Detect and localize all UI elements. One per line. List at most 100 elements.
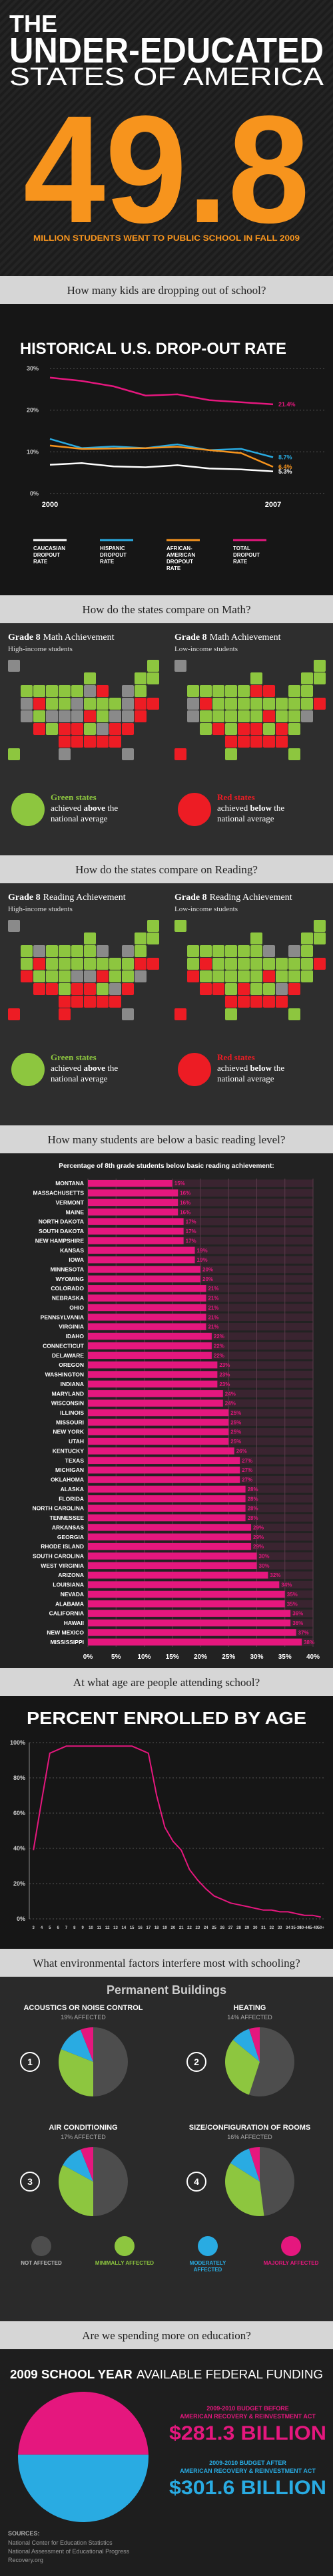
x-tick-label: 32 xyxy=(269,1926,274,1930)
state-tile xyxy=(147,932,159,944)
state-tile xyxy=(238,710,250,722)
data-line xyxy=(33,1745,322,1918)
state-tile xyxy=(174,748,186,760)
state-tile xyxy=(263,983,275,995)
state-tile xyxy=(122,723,134,735)
category-label: COLORADO xyxy=(51,1285,84,1292)
badge-number: 3 xyxy=(27,2176,33,2187)
state-tile xyxy=(84,970,96,982)
legend-pre: achieved xyxy=(217,803,248,813)
state-tile xyxy=(84,685,96,697)
state-tile xyxy=(71,710,83,722)
chart-title: PERCENT ENROLLED BY AGE xyxy=(27,1708,306,1728)
category-label: OHIO xyxy=(69,1304,84,1311)
state-tile xyxy=(71,945,83,957)
state-tile xyxy=(276,736,288,748)
pie-slice xyxy=(230,2148,260,2182)
state-tile xyxy=(84,723,96,735)
state-tile xyxy=(250,698,262,710)
x-tick-label: 3 xyxy=(32,1926,35,1930)
state-tile xyxy=(97,983,109,995)
category-label: PENNSYLVANIA xyxy=(41,1314,84,1320)
state-tile xyxy=(33,685,45,697)
pie-slice xyxy=(93,2147,128,2216)
bar xyxy=(88,1476,240,1483)
pie-slice xyxy=(63,2149,93,2182)
bar xyxy=(88,1485,246,1493)
state-tile xyxy=(187,685,199,697)
value-label: 22% xyxy=(214,1343,224,1349)
badge-number: 4 xyxy=(194,2176,199,2187)
state-tile xyxy=(109,970,121,982)
question-bar xyxy=(0,1949,333,1977)
bar xyxy=(88,1266,200,1273)
state-tile xyxy=(97,723,109,735)
funding-label-2: AMERICAN RECOVERY & REINVESTMENT ACT xyxy=(180,2468,316,2474)
value-label: 20% xyxy=(202,1266,213,1272)
funding-label-2: AMERICAN RECOVERY & REINVESTMENT ACT xyxy=(180,2413,316,2420)
sources-title: SOURCES: xyxy=(8,2530,40,2537)
state-tile xyxy=(301,932,313,944)
map-subtitle: Low-income students xyxy=(174,645,238,653)
state-tile xyxy=(84,736,96,748)
category-label: ILLINOIS xyxy=(60,1409,84,1416)
value-label: 16% xyxy=(180,1209,190,1215)
funding-value: $301.6 BILLION xyxy=(169,2477,326,2499)
state-tile xyxy=(200,723,212,735)
pie-slice xyxy=(248,2147,260,2182)
category-label: IOWA xyxy=(69,1256,84,1263)
bar xyxy=(88,1542,252,1550)
legend-title: Green states xyxy=(51,792,97,802)
bar xyxy=(88,1314,206,1321)
state-tile xyxy=(97,970,109,982)
big-caption: MILLION STUDENTS WENT TO PUBLIC SCHOOL I… xyxy=(33,233,300,243)
legend-swatch xyxy=(178,793,211,826)
state-tile xyxy=(109,736,121,748)
x-tick-label: 9 xyxy=(81,1926,84,1930)
category-label: ARKANSAS xyxy=(52,1524,85,1530)
pie-slice xyxy=(80,2147,93,2182)
state-tile xyxy=(135,685,147,697)
bar xyxy=(88,1294,206,1302)
bar xyxy=(88,1638,302,1646)
legend-title: Red states xyxy=(217,1052,255,1062)
value-label: 16% xyxy=(180,1200,190,1206)
x-tick-label: 4 xyxy=(41,1926,43,1930)
map-subtitle: Low-income students xyxy=(174,905,238,913)
value-label: 29% xyxy=(253,1544,264,1550)
state-tile xyxy=(238,723,250,735)
x-tick-label: 20 xyxy=(170,1926,175,1930)
bar xyxy=(88,1246,195,1254)
state-tile xyxy=(84,672,96,684)
state-tile xyxy=(200,958,212,970)
category-label: MINNESOTA xyxy=(51,1266,84,1272)
y-tick-label: 60% xyxy=(13,1810,25,1816)
bar xyxy=(88,1199,178,1207)
bar xyxy=(88,1419,229,1426)
data-line xyxy=(49,462,274,473)
state-tile xyxy=(314,660,326,672)
x-tick-label: 27 xyxy=(228,1926,233,1930)
state-tile xyxy=(288,958,300,970)
state-tile xyxy=(238,685,250,697)
legend-label: TOTAL DROPOUT RATE xyxy=(233,545,260,565)
map-title-b: Reading Achievement xyxy=(43,893,126,903)
question: How many students are below a basic read… xyxy=(48,1133,286,1146)
map-title: Grade 8 Reading Achievement xyxy=(8,893,126,903)
bar xyxy=(88,1629,296,1636)
state-tile xyxy=(84,945,96,957)
question: How do the states compare on Math? xyxy=(82,603,250,616)
state-tile xyxy=(301,958,313,970)
value-label: 30% xyxy=(259,1563,270,1569)
value-label: 25% xyxy=(230,1410,241,1416)
map-title-b: Math Achievement xyxy=(210,633,281,643)
x-tick-label: 30 xyxy=(253,1926,258,1930)
state-tile xyxy=(238,970,250,982)
y-tick-label: 100% xyxy=(10,1739,25,1746)
state-tile xyxy=(122,1008,134,1020)
state-tile xyxy=(8,748,20,760)
state-tile xyxy=(263,996,275,1008)
value-label: 21% xyxy=(208,1324,218,1330)
state-tile xyxy=(263,685,275,697)
